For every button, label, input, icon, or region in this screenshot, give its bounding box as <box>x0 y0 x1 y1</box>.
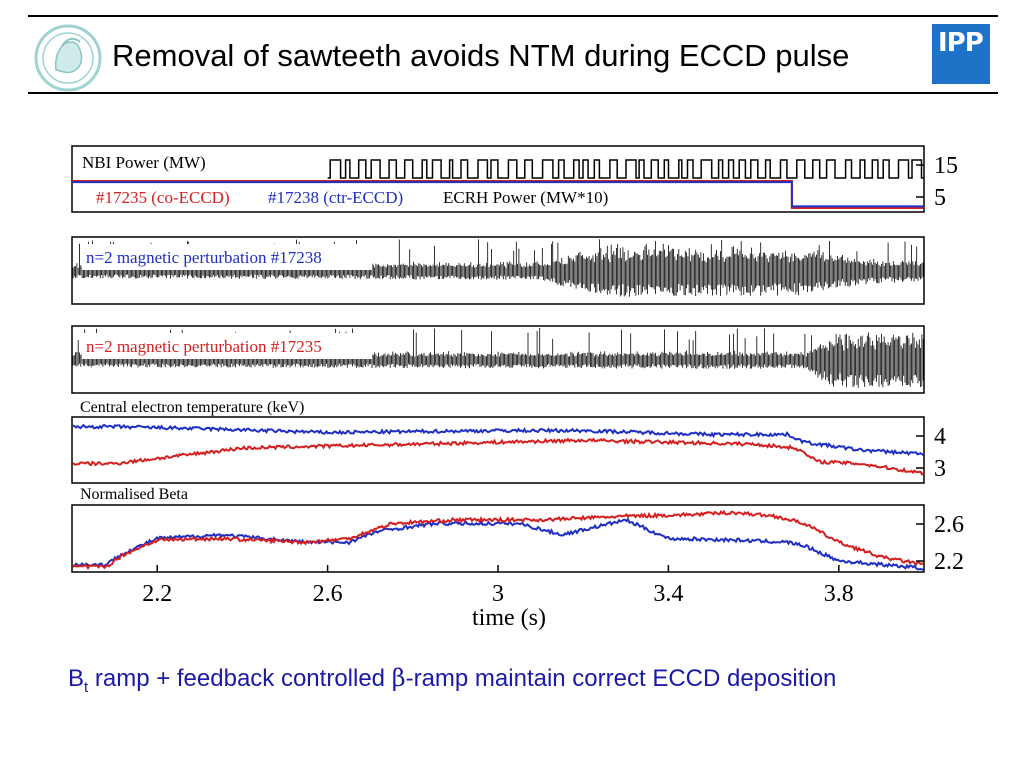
ytick-label-te-1: 3 <box>934 456 946 482</box>
ecrh-series-line-1 <box>72 181 924 208</box>
caption-part1: ramp + feedback controlled <box>88 665 392 692</box>
mhd-label-mhd-17235: n=2 magnetic perturbation #17235 <box>86 337 322 356</box>
ytick-label-power-0: 15 <box>934 153 958 179</box>
header-top-rule <box>28 15 998 17</box>
xtick-label-1: 2.6 <box>313 581 343 607</box>
mhd-label-bg-mhd-17238 <box>82 244 372 270</box>
caption-beta-symbol: β <box>391 664 406 692</box>
caption-part2: -ramp maintain correct ECCD deposition <box>405 665 837 692</box>
te-panel-label: Central electron temperature (keV) <box>80 399 304 416</box>
ipp-logo-text: IPP <box>938 28 984 58</box>
ytick-label-power-1: 5 <box>934 185 946 211</box>
x-axis-label: time (s) <box>472 605 546 631</box>
ecrh-power-label: ECRH Power (MW*10) <box>443 188 608 207</box>
mhd-label-bg-mhd-17235 <box>82 333 372 359</box>
xtick-label-2: 3 <box>492 581 504 607</box>
panel-frame-power <box>71 145 925 213</box>
minerva-seal-icon <box>34 24 102 92</box>
chart-figure: NBI Power (MW) #17235 (co-ECCD) #17238 (ct… <box>71 145 964 631</box>
mhd-label-mhd-17238: n=2 magnetic perturbation #17238 <box>86 248 322 267</box>
page-title: Removal of sawteeth avoids NTM during EC… <box>112 38 850 73</box>
legend-co-eccd: #17235 (co-ECCD) <box>96 188 230 207</box>
caption-b: B <box>68 665 85 692</box>
ipp-logo: IPP <box>932 24 990 84</box>
te-series-line-1 <box>72 437 925 476</box>
nbi-power-label: NBI Power (MW) <box>82 153 206 172</box>
beta-panel-label: Normalised Beta <box>80 486 188 503</box>
caption-b-subscript: t <box>84 678 89 696</box>
ytick-label-beta-1: 2.2 <box>934 549 964 575</box>
xtick-label-0: 2.2 <box>142 581 172 607</box>
header-bottom-rule <box>28 92 998 94</box>
nbi-power-trace <box>327 159 924 179</box>
xtick-label-3: 3.4 <box>653 581 683 607</box>
caption: Bt ramp + feedback controlled β-ramp mai… <box>68 664 836 696</box>
ytick-label-beta-0: 2.6 <box>934 512 964 538</box>
beta-series-line-1 <box>72 509 924 570</box>
ytick-label-te-0: 4 <box>934 424 946 450</box>
beta-series-line-0 <box>72 517 924 571</box>
legend-ctr-eccd: #17238 (ctr-ECCD) <box>268 188 403 207</box>
te-series-line-0 <box>72 423 925 457</box>
xtick-label-4: 3.8 <box>824 581 854 607</box>
